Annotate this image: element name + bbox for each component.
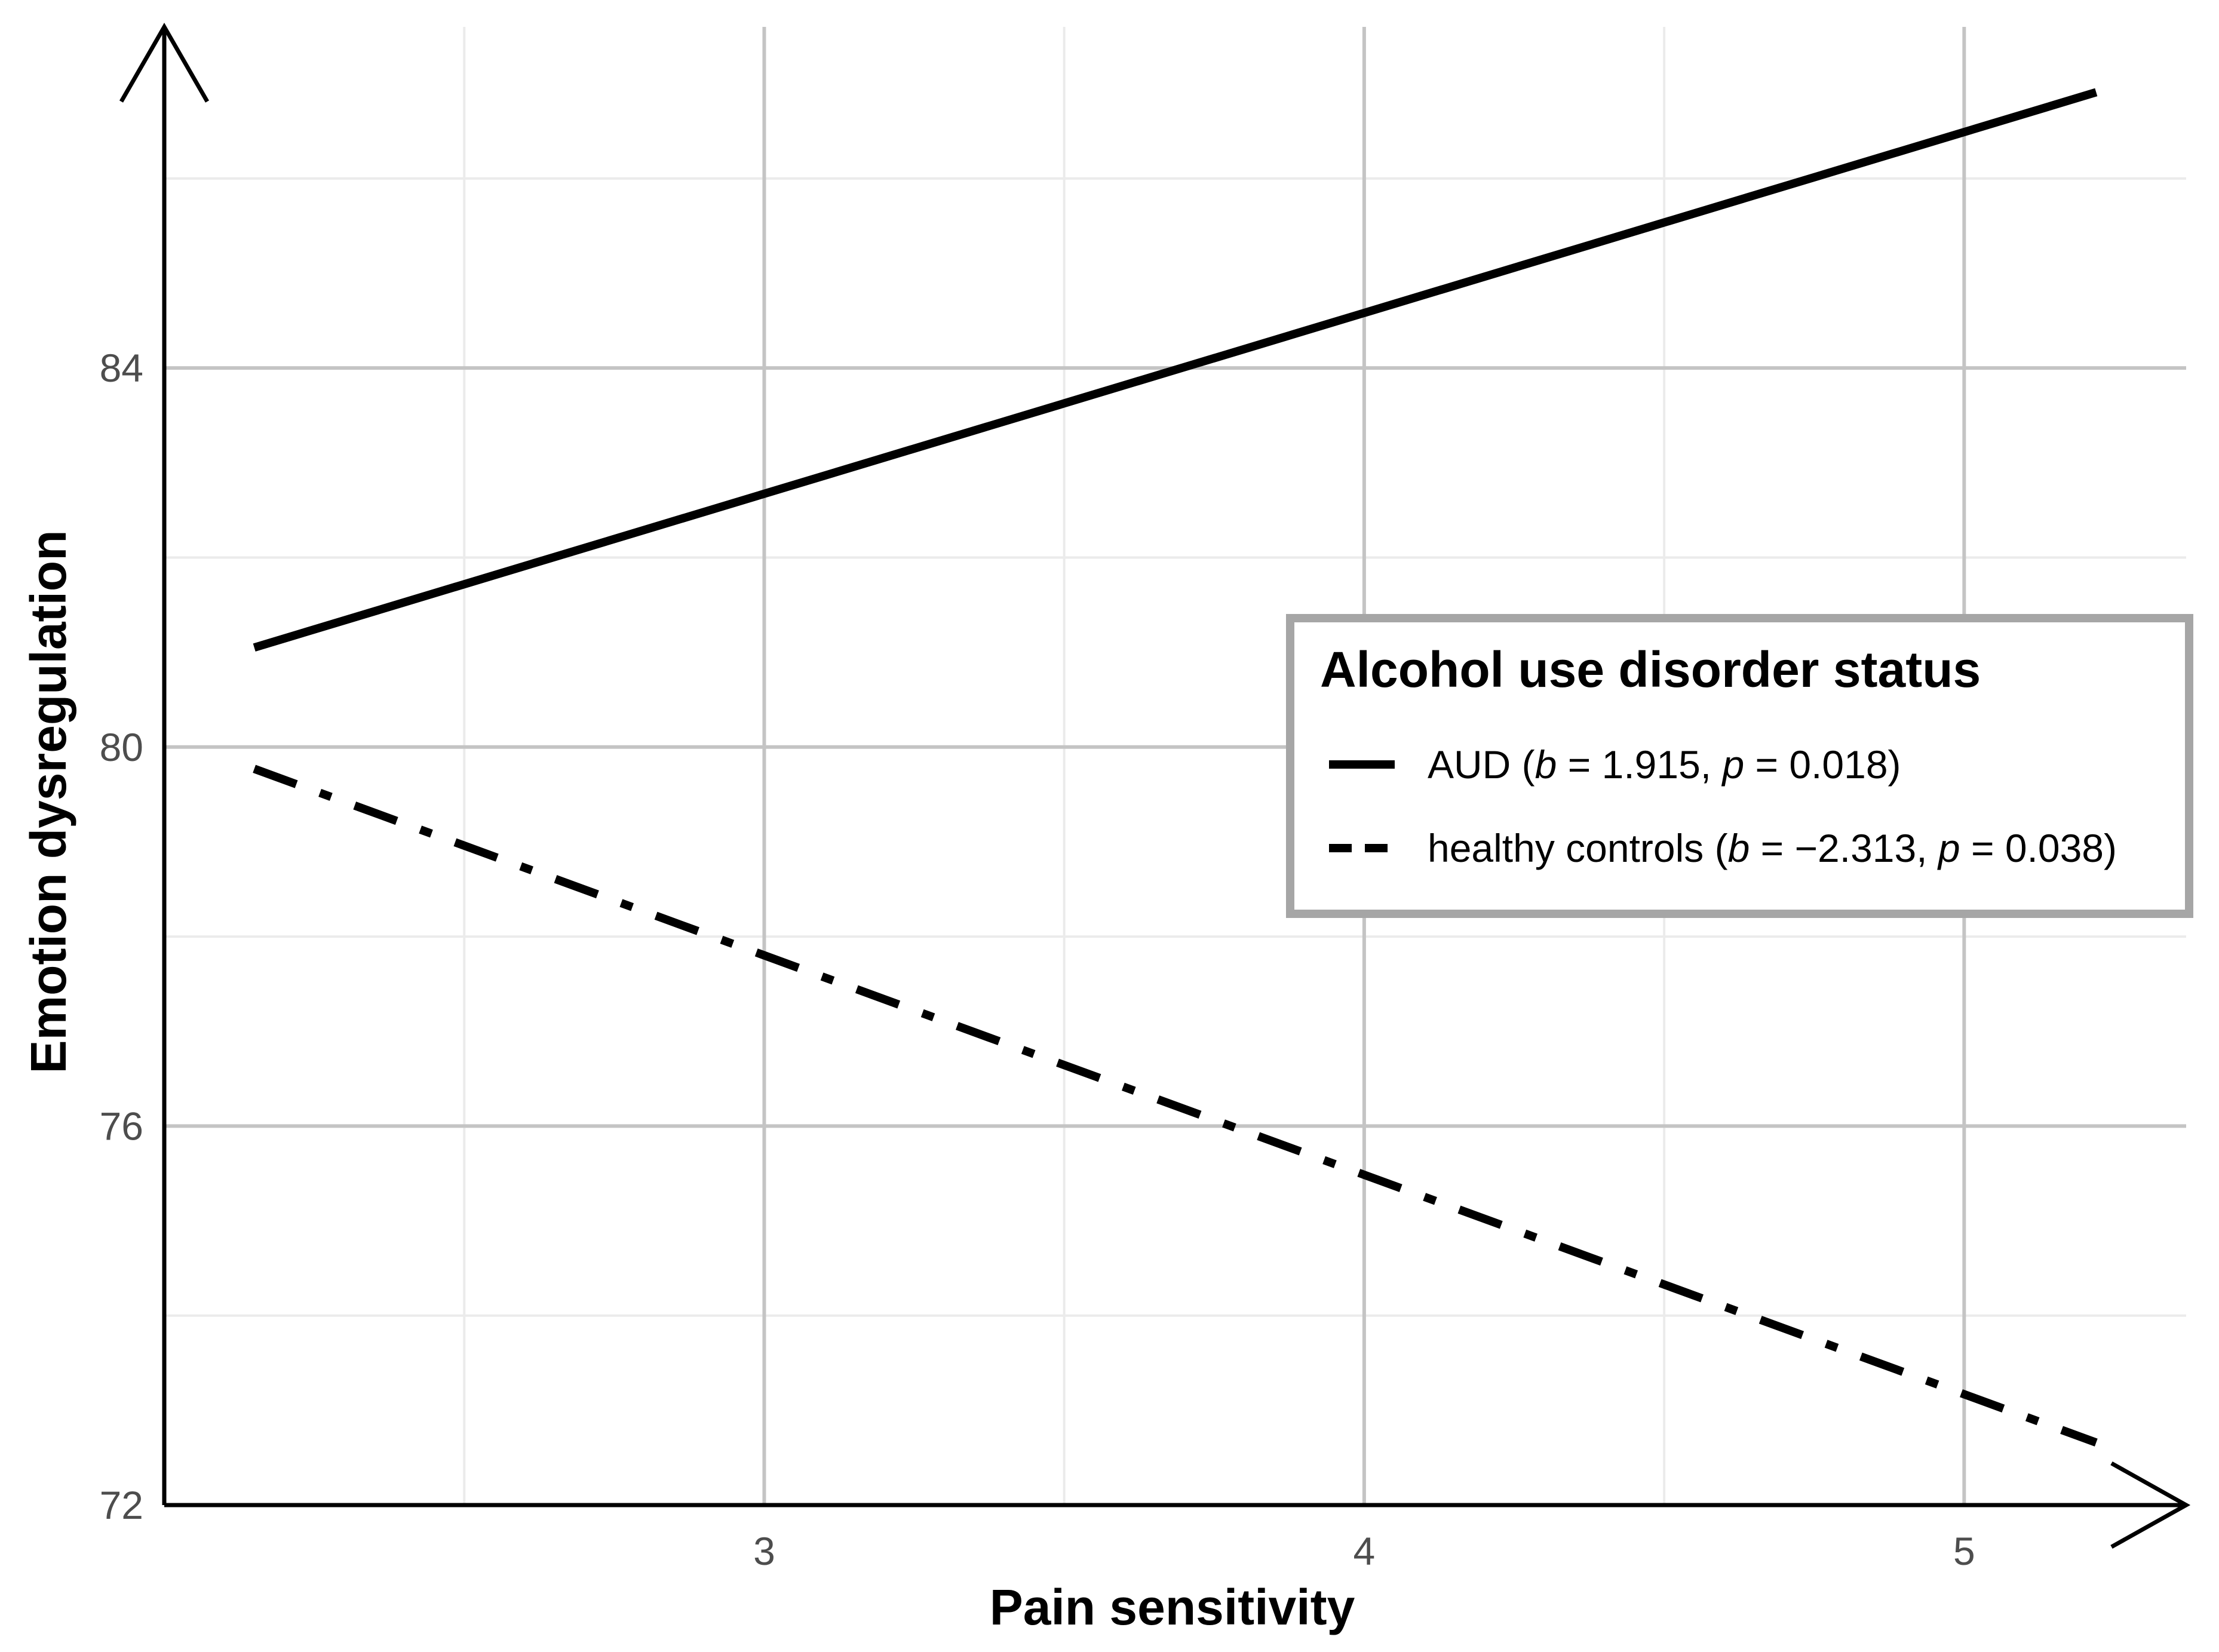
legend-items: AUD (b = 1.915, p = 0.018) healthy contro… [1329,742,2117,870]
y-tick-label: 80 [100,725,143,769]
legend-label-aud: AUD (b = 1.915, p = 0.018) [1428,742,1901,787]
legend-item-healthy-controls: healthy controls (b = −2.313, p = 0.038) [1329,826,2117,870]
y-tick-label: 72 [100,1483,143,1527]
legend-title: Alcohol use disorder status [1320,641,1981,698]
legend-box [1286,614,2193,918]
x-tick-label: 3 [753,1529,775,1573]
x-tick-label: 5 [1953,1529,1975,1573]
x-axis-arrowhead [2110,1461,2191,1549]
series-lines [253,88,2098,1447]
y-tick-label: 84 [100,346,143,390]
minor-gridlines [164,27,2186,1505]
x-tick-label: 4 [1354,1529,1376,1573]
y-tick-label: 76 [100,1104,143,1148]
series-line-aud [253,88,2098,652]
legend: Alcohol use disorder status AUD (b = 1.9… [1286,614,2193,918]
x-axis-title: Pain sensitivity [990,1579,1355,1635]
axes [119,22,2191,1549]
legend-label-healthy-controls: healthy controls (b = −2.313, p = 0.038) [1428,826,2117,870]
series-line-healthy-controls [253,764,2098,1447]
tick-labels: 3 4 5 72 76 80 84 [100,346,1975,1573]
y-axis-arrowhead [119,22,210,103]
y-axis-title: Emotion dysregulation [20,530,76,1073]
legend-item-aud: AUD (b = 1.915, p = 0.018) [1329,742,1901,787]
